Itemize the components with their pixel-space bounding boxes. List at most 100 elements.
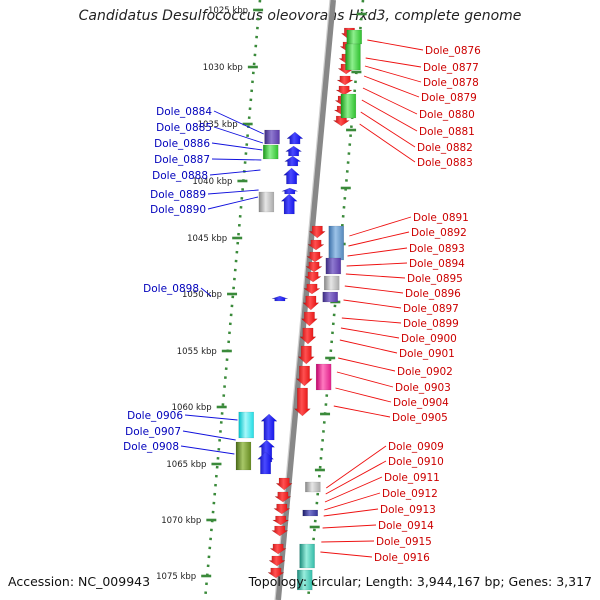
reverse-leader-line [200,287,212,297]
forward-gene-label: Dole_0896 [405,288,461,300]
forward-gene-label: Dole_0891 [413,212,469,224]
reverse-gene-label: Dole_0907 [125,426,181,438]
forward-gene-label: Dole_0881 [419,126,475,138]
forward-gene-arrow [300,311,319,327]
forward-leader-line [363,75,420,98]
kbp-label: 1025 kbp [208,6,248,16]
forward-gene-label: Dole_0883 [417,157,473,169]
forward-gene-arrow [308,225,326,239]
forward-leader-line [335,387,392,403]
forward-gene-label: Dole_0914 [378,520,434,532]
forward-gene-label: Dole_0880 [419,109,475,121]
reverse-gene-arrow [271,295,288,302]
kbp-label: 1040 kbp [192,177,232,187]
reverse-leader-line [213,126,264,144]
topology-text: Topology: circular; Length: 3,944,167 bp… [248,574,592,589]
kbp-label: 1030 kbp [203,63,243,73]
forward-gene-arrow [297,345,315,365]
genome-backbone [275,0,336,600]
forward-leader-line [321,540,375,543]
forward-gene-arrow [274,491,292,503]
forward-gene-label: Dole_0876 [425,45,481,57]
forward-gene-label: Dole_0882 [417,142,473,154]
forward-leader-line [360,111,416,148]
reverse-gene-arrow [281,187,298,195]
reverse-gene-block [262,144,279,160]
reverse-leader-line [182,430,236,441]
forward-gene-block [340,93,357,119]
kbp-label: 1035 kbp [198,120,238,130]
reverse-leader-line [209,169,261,176]
forward-gene-block [346,29,362,45]
reverse-gene-arrow [284,145,303,157]
forward-leader-line [349,216,412,237]
reverse-gene-label: Dole_0908 [123,441,179,453]
forward-gene-label: Dole_0893 [409,243,465,255]
forward-gene-label: Dole_0902 [397,366,453,378]
kbp-label: 1075 kbp [156,572,196,582]
forward-gene-arrow [307,239,325,251]
forward-gene-label: Dole_0904 [393,397,449,409]
kbp-label: 1050 kbp [182,290,222,300]
reverse-leader-line [213,110,264,135]
forward-gene-arrow [299,327,317,345]
forward-gene-block [305,481,321,493]
reverse-gene-arrow [256,451,275,475]
forward-gene-arrow [306,251,324,263]
reverse-gene-label: Dole_0906 [127,410,183,422]
forward-gene-label: Dole_0894 [409,258,465,270]
reverse-leader-line [211,142,263,151]
forward-gene-arrow [275,477,293,491]
forward-gene-label: Dole_0899 [403,318,459,330]
forward-gene-label: Dole_0905 [392,412,448,424]
reverse-leader-line [207,196,259,210]
forward-gene-block [322,291,338,303]
forward-gene-block [297,569,313,591]
reverse-gene-arrow [283,155,302,167]
reverse-gene-arrow [260,413,278,441]
forward-gene-block [328,225,345,261]
forward-gene-block [302,509,318,517]
reverse-leader-line [211,158,262,161]
map-title: Candidatus Desulfococcus oleovorans Hxd3… [78,8,522,24]
forward-gene-label: Dole_0901 [399,348,455,360]
forward-leader-line [347,247,408,257]
forward-gene-arrow [293,387,312,417]
forward-leader-line [346,262,408,267]
kbp-label: 1060 kbp [172,403,212,413]
forward-gene-arrow [302,295,320,311]
forward-gene-arrow [335,85,353,96]
forward-leader-line [367,39,424,51]
forward-gene-label: Dole_0877 [423,62,479,74]
forward-gene-arrow [305,261,323,273]
forward-gene-arrow [270,525,289,537]
kbp-label: 1070 kbp [161,516,201,526]
forward-leader-line [322,524,377,529]
forward-leader-line [324,492,381,511]
forward-gene-label: Dole_0912 [382,488,438,500]
forward-gene-label: Dole_0916 [374,552,430,564]
forward-gene-arrow [272,503,291,515]
forward-gene-label: Dole_0903 [395,382,451,394]
forward-gene-block [325,257,342,275]
forward-leader-line [320,551,373,558]
reverse-gene-label: Dole_0887 [154,154,210,166]
forward-gene-arrow [303,283,321,295]
reverse-gene-label: Dole_0898 [143,283,199,295]
forward-leader-line [325,460,387,495]
forward-leader-line [362,87,418,115]
reverse-gene-arrow [286,131,304,145]
reverse-gene-block [258,191,275,213]
forward-gene-block [315,363,332,391]
forward-leader-line [333,405,391,418]
forward-gene-label: Dole_0895 [407,273,463,285]
forward-gene-label: Dole_0913 [380,504,436,516]
forward-leader-line [324,476,383,503]
forward-leader-line [326,445,387,489]
forward-gene-label: Dole_0878 [423,77,479,89]
forward-leader-line [361,99,418,132]
forward-gene-arrow [268,555,286,567]
reverse-gene-block [264,129,280,145]
reverse-leader-line [184,414,238,421]
forward-gene-block [323,275,340,291]
